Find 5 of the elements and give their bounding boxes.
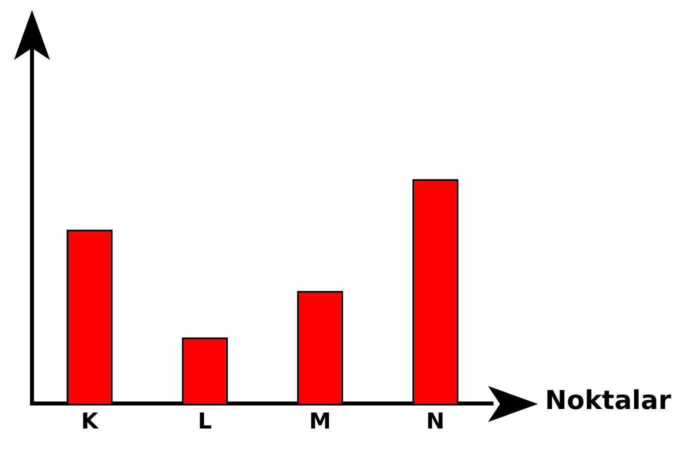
x-tick-label: N: [426, 410, 445, 435]
x-tick-label: M: [309, 410, 332, 435]
x-tick-label: L: [198, 410, 212, 435]
x-tick-label: K: [81, 410, 100, 435]
x-axis-title: Noktalar: [545, 386, 672, 416]
